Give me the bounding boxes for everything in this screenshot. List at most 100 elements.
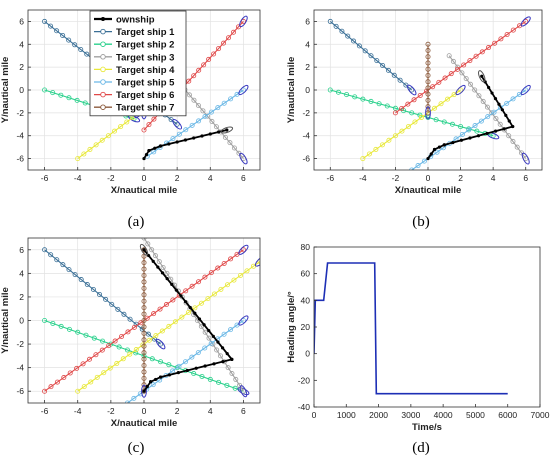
data-point	[228, 256, 234, 262]
data-point	[203, 364, 207, 368]
data-point	[405, 124, 411, 130]
data-point	[384, 103, 390, 109]
data-point	[231, 277, 237, 283]
series-line-target-ship-1	[329, 21, 413, 91]
data-point	[454, 66, 460, 72]
data-point	[211, 291, 217, 297]
data-point	[221, 331, 227, 337]
legend-swatch-marker	[100, 54, 106, 60]
data-point	[244, 268, 250, 274]
legend-label: Target ship 6	[116, 90, 174, 101]
data-point	[179, 314, 185, 320]
data-point	[352, 94, 358, 100]
data-point	[99, 347, 105, 353]
legend-swatch-marker	[100, 66, 106, 73]
series-line-target-ship-3	[448, 55, 527, 159]
data-point	[141, 279, 147, 285]
data-point	[93, 352, 99, 358]
data-point	[215, 265, 221, 271]
data-point	[87, 146, 93, 152]
panel-b: -6 -4 -2 0 2 4 6 -6 -4 -2 0 2 4 6 X/nautical mile Y/nau…	[286, 9, 543, 196]
data-point	[485, 114, 491, 120]
data-point	[392, 133, 398, 139]
y-tick-label: 6	[19, 245, 24, 255]
data-point	[141, 260, 147, 266]
ship-domain-ellipse	[254, 256, 260, 267]
y-tick-label: 2	[305, 62, 310, 72]
ship-domain-ellipse	[139, 243, 149, 256]
x-tick-label: 6	[241, 406, 246, 416]
data-point	[50, 90, 56, 96]
data-point	[504, 31, 510, 37]
data-point	[200, 134, 204, 138]
data-point	[141, 343, 147, 349]
data-point	[141, 247, 147, 253]
data-point	[192, 305, 198, 311]
data-point	[327, 18, 333, 24]
data-point	[179, 294, 183, 298]
data-point	[165, 277, 169, 281]
series-line-target-ship-2	[330, 89, 494, 137]
data-point	[510, 138, 516, 144]
data-point	[201, 62, 207, 68]
data-point	[507, 119, 511, 123]
data-point	[506, 133, 512, 139]
data-point	[224, 282, 230, 288]
data-point	[150, 382, 156, 388]
data-point	[214, 347, 220, 353]
data-point	[119, 333, 125, 339]
data-point	[106, 343, 112, 349]
data-point	[120, 356, 126, 362]
data-point	[216, 379, 222, 385]
x-tick-label: -6	[327, 173, 335, 183]
data-point	[170, 282, 174, 286]
data-point	[94, 374, 100, 380]
caption-d: (d)	[412, 440, 430, 456]
data-point	[158, 375, 163, 379]
data-point	[502, 127, 506, 131]
data-point	[131, 395, 137, 401]
data-point	[426, 156, 430, 161]
data-point	[158, 144, 163, 148]
data-point	[511, 124, 515, 129]
data-point	[141, 350, 147, 356]
y-tick-label: -2	[16, 339, 24, 349]
data-point	[145, 384, 149, 389]
ship-domain-ellipse	[478, 70, 486, 83]
legend-swatch-marker	[101, 17, 105, 21]
data-point	[194, 366, 198, 370]
x-tick-label: -6	[41, 406, 49, 416]
data-point	[228, 96, 234, 102]
data-point	[133, 350, 139, 356]
x-tick-label: -4	[74, 406, 82, 416]
data-point	[386, 137, 392, 143]
y-tick-label: 4	[305, 39, 310, 49]
data-point	[232, 385, 238, 391]
y-tick-label: 0	[19, 85, 24, 95]
data-point	[115, 306, 121, 312]
data-point	[226, 35, 232, 41]
data-point	[198, 300, 204, 306]
x-tick-label: 0	[312, 410, 317, 420]
data-point	[84, 51, 90, 57]
data-point	[141, 375, 147, 381]
data-point	[208, 109, 214, 115]
y-tick-label: 40	[301, 295, 311, 305]
y-tick-label: 4	[19, 268, 24, 278]
ship-domain-ellipse	[239, 385, 248, 398]
data-point	[224, 382, 230, 388]
data-point	[146, 337, 152, 343]
data-point	[195, 103, 201, 109]
data-point	[207, 328, 211, 333]
data-point	[425, 97, 431, 103]
x-tick-label: -2	[107, 173, 115, 183]
ship-domain-ellipse	[406, 84, 417, 96]
ship-domain-ellipse	[238, 84, 249, 96]
data-point	[441, 119, 447, 125]
data-point	[474, 128, 480, 134]
y-tick-label: -6	[302, 154, 310, 164]
data-point	[459, 131, 465, 137]
data-point	[480, 98, 486, 104]
data-point	[490, 91, 494, 95]
data-point	[432, 147, 437, 152]
